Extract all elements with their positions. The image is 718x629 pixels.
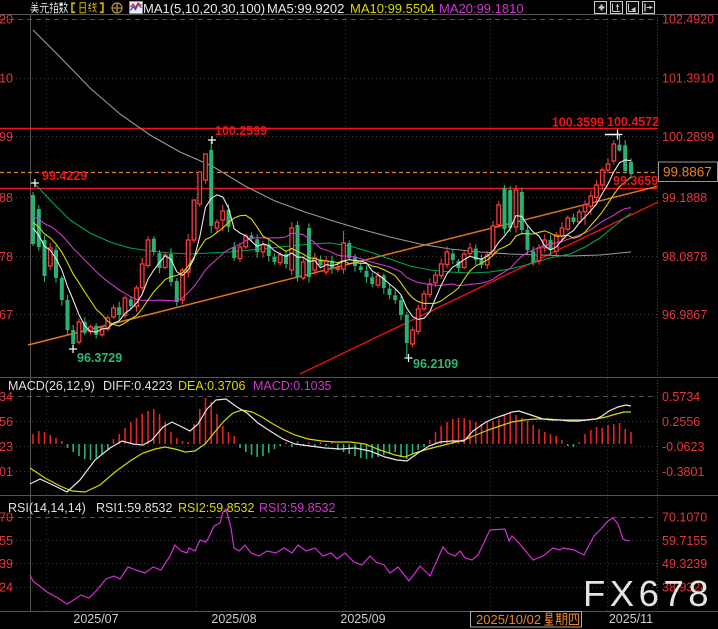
svg-text:49.3239: 49.3239 — [662, 557, 707, 571]
svg-text:59.7155: 59.7155 — [0, 534, 13, 548]
svg-text:MACD:0.1035: MACD:0.1035 — [253, 379, 332, 393]
svg-text:101.3910: 101.3910 — [0, 72, 13, 86]
svg-text:96.9867: 96.9867 — [662, 308, 707, 322]
svg-text:100.2599: 100.2599 — [215, 124, 267, 138]
svg-text:2025/10/02: 2025/10/02 — [476, 612, 541, 627]
svg-text:99.1888: 99.1888 — [0, 191, 13, 205]
svg-text:38.9324: 38.9324 — [0, 581, 13, 595]
svg-text:70.1070: 70.1070 — [662, 511, 707, 525]
svg-text:FX678: FX678 — [583, 573, 713, 614]
svg-text:RSI1:59.8532: RSI1:59.8532 — [96, 501, 172, 515]
svg-text:99.1888: 99.1888 — [662, 191, 707, 205]
svg-text:-0.3801: -0.3801 — [0, 465, 13, 479]
svg-text:70.1070: 70.1070 — [0, 511, 13, 525]
svg-text:96.2109: 96.2109 — [413, 357, 458, 371]
svg-text:100.2899: 100.2899 — [662, 130, 714, 144]
svg-text:0.2556: 0.2556 — [0, 415, 13, 429]
svg-text:100.3599: 100.3599 — [552, 116, 604, 130]
svg-text:2025/07: 2025/07 — [73, 612, 118, 626]
svg-text:101.3910: 101.3910 — [662, 72, 714, 86]
svg-text:-0.0623: -0.0623 — [662, 440, 704, 454]
svg-text:96.9867: 96.9867 — [0, 308, 13, 322]
svg-text:98.0878: 98.0878 — [0, 250, 13, 264]
svg-text:2025/11: 2025/11 — [609, 612, 653, 626]
svg-text:-0.0623: -0.0623 — [0, 440, 13, 454]
svg-text:MACD(26,12,9): MACD(26,12,9) — [8, 379, 95, 393]
svg-text:98.0878: 98.0878 — [662, 250, 707, 264]
svg-text:RSI3:59.8532: RSI3:59.8532 — [259, 501, 335, 515]
svg-text:RSI2:59.8532: RSI2:59.8532 — [178, 501, 254, 515]
svg-text:49.3239: 49.3239 — [0, 557, 13, 571]
svg-text:0.2556: 0.2556 — [662, 415, 700, 429]
svg-text:100.2899: 100.2899 — [0, 130, 13, 144]
svg-text:MA20:99.1810: MA20:99.1810 — [439, 1, 524, 16]
svg-text:2025/08: 2025/08 — [211, 612, 256, 626]
svg-text:99.8867: 99.8867 — [663, 165, 712, 180]
svg-text:MA1(5,10,20,30,100): MA1(5,10,20,30,100) — [143, 1, 265, 16]
svg-text:99.4229: 99.4229 — [42, 169, 87, 183]
svg-text:59.7155: 59.7155 — [662, 534, 707, 548]
svg-text:0.5734: 0.5734 — [0, 390, 13, 404]
svg-text:DIFF:0.4223: DIFF:0.4223 — [103, 379, 173, 393]
svg-text:0.5734: 0.5734 — [662, 390, 700, 404]
svg-text:100.4572: 100.4572 — [607, 115, 659, 129]
svg-text:99.3659: 99.3659 — [613, 174, 658, 188]
svg-text:38.9324: 38.9324 — [662, 581, 707, 595]
svg-text:MA10:99.5504: MA10:99.5504 — [350, 1, 435, 16]
svg-text:RSI(14,14,14): RSI(14,14,14) — [8, 501, 86, 515]
svg-text:-0.3801: -0.3801 — [662, 465, 704, 479]
svg-text:DEA:0.3706: DEA:0.3706 — [178, 379, 245, 393]
svg-text:102.4920: 102.4920 — [0, 13, 13, 27]
svg-text:102.4920: 102.4920 — [662, 13, 714, 27]
svg-text:96.3729: 96.3729 — [77, 351, 122, 365]
svg-text:2025/09: 2025/09 — [340, 612, 385, 626]
svg-text:MA5:99.9202: MA5:99.9202 — [267, 1, 344, 16]
